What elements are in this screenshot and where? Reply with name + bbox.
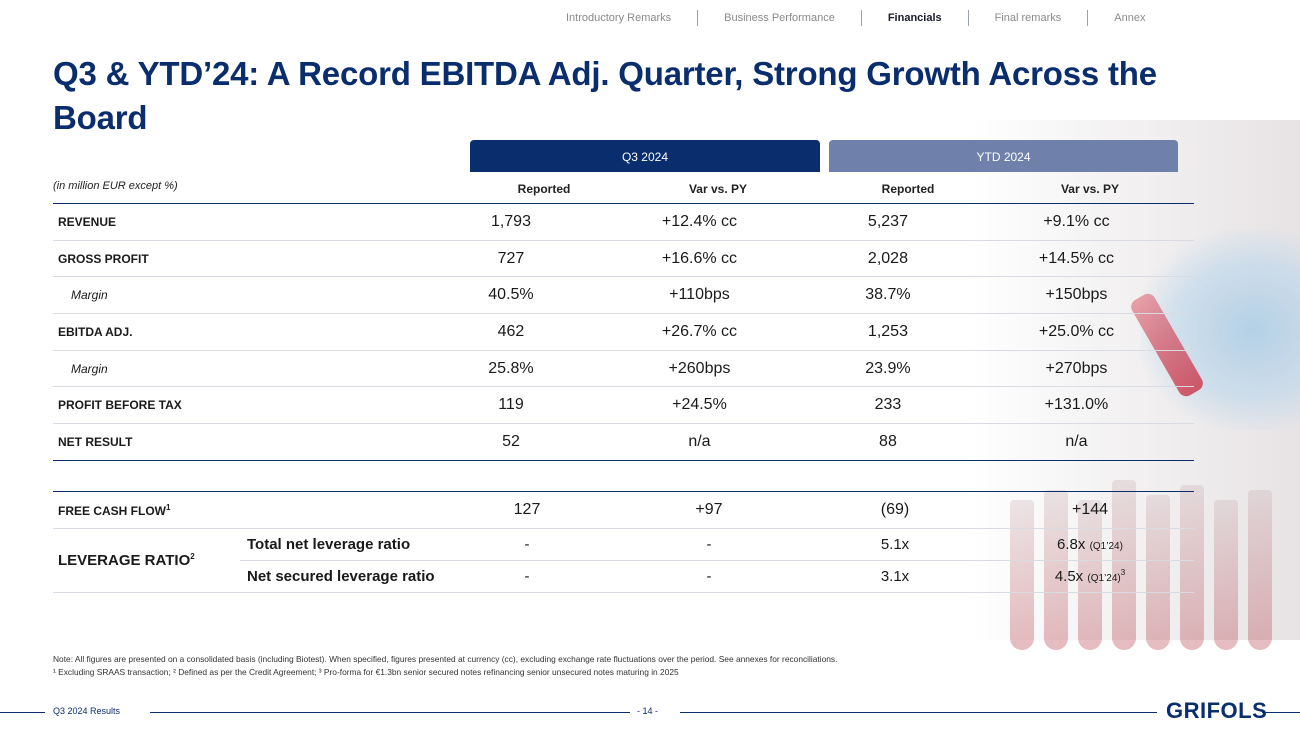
row-label: GROSS PROFIT	[53, 240, 440, 278]
row-label: Margin	[53, 276, 440, 315]
total-ytd-var: 6.8x (Q1’24)	[986, 528, 1194, 561]
row-label: PROFIT BEFORE TAX	[53, 386, 440, 425]
q3-reported-value: 462	[440, 313, 582, 351]
top-navigation: Introductory Remarks Business Performanc…	[548, 10, 1145, 26]
secured-ytd-var: 4.5x (Q1’24)3	[986, 560, 1194, 593]
nav-business-performance[interactable]: Business Performance	[698, 10, 862, 26]
row-label: Margin	[53, 350, 440, 388]
ytd-var-header: Var vs. PY	[1060, 182, 1120, 196]
q3-var-value: +16.6% cc	[581, 240, 817, 278]
ytd-reported-header: Reported	[881, 182, 935, 196]
ytd-var-value: +14.5% cc	[958, 240, 1194, 278]
ytd-var-value: +270bps	[958, 350, 1194, 388]
total-net-leverage-label: Total net leverage ratio	[240, 528, 440, 561]
q3-var-value: +24.5%	[581, 386, 817, 425]
ytd-2024-header: YTD 2024	[829, 140, 1178, 172]
row-label: NET RESULT	[53, 423, 440, 461]
footer-divider	[680, 712, 1157, 713]
secured-q3-var: -	[614, 560, 804, 593]
financials-table: REVENUE 1,793 +12.4% cc 5,237 +9.1% cc G…	[53, 203, 1194, 461]
row-label: REVENUE	[53, 203, 440, 241]
q3-reported-header: Reported	[517, 182, 571, 196]
ytd-reported-value: 88	[816, 423, 959, 461]
total-q3-var: -	[614, 528, 804, 561]
ytd-var-value: +9.1% cc	[958, 203, 1194, 241]
leverage-label: LEVERAGE RATIO2	[53, 528, 240, 593]
secured-q3-reported: -	[440, 560, 614, 593]
net-secured-leverage-label: Net secured leverage ratio	[240, 560, 440, 593]
row-label: EBITDA ADJ.	[53, 313, 440, 351]
q3-var-value: +26.7% cc	[581, 313, 817, 351]
table-row: EBITDA ADJ. 462 +26.7% cc 1,253 +25.0% c…	[53, 313, 1194, 351]
q3-var-value: n/a	[581, 423, 817, 461]
grifols-logo: GRIFOLS	[1166, 698, 1268, 723]
ytd-reported-value: 2,028	[816, 240, 959, 278]
table-row: Margin 40.5% +110bps 38.7% +150bps	[53, 276, 1194, 315]
ytd-reported-value: 1,253	[816, 313, 959, 351]
fcf-q3-var: +97	[614, 491, 804, 529]
table-row: NET RESULT 52 n/a 88 n/a	[53, 423, 1194, 461]
units-label: (in million EUR except %)	[53, 180, 178, 192]
q3-var-value: +12.4% cc	[581, 203, 817, 241]
nav-financials[interactable]: Financials	[862, 10, 969, 26]
nav-annex[interactable]: Annex	[1114, 12, 1146, 24]
q3-reported-value: 40.5%	[440, 276, 582, 315]
nav-final-remarks[interactable]: Final remarks	[969, 10, 1089, 26]
fcf-q3-reported: 127	[440, 491, 614, 529]
q3-var-value: +110bps	[581, 276, 817, 315]
page-number: - 14 -	[637, 706, 659, 716]
table-row: LEVERAGE RATIO2 Total net leverage ratio…	[53, 528, 1194, 593]
cash-leverage-table: FREE CASH FLOW1 127 +97 (69) +144 LEVERA…	[53, 491, 1194, 593]
q3-2024-header: Q3 2024	[470, 140, 820, 172]
table-row: REVENUE 1,793 +12.4% cc 5,237 +9.1% cc	[53, 203, 1194, 241]
table-row: Margin 25.8% +260bps 23.9% +270bps	[53, 350, 1194, 388]
q3-reported-value: 25.8%	[440, 350, 582, 388]
ytd-reported-value: 233	[816, 386, 959, 425]
q3-reported-value: 52	[440, 423, 582, 461]
ytd-reported-value: 38.7%	[816, 276, 959, 315]
table-row: GROSS PROFIT 727 +16.6% cc 2,028 +14.5% …	[53, 240, 1194, 278]
fcf-label: FREE CASH FLOW1	[53, 491, 440, 529]
q3-reported-value: 119	[440, 386, 582, 425]
page-title: Q3 & YTD’24: A Record EBITDA Adj. Quarte…	[53, 55, 1157, 136]
q3-reported-value: 727	[440, 240, 582, 278]
footer-divider	[1262, 712, 1300, 713]
q3-reported-value: 1,793	[440, 203, 582, 241]
ytd-var-value: +150bps	[958, 276, 1194, 315]
total-ytd-reported: 5.1x	[804, 528, 986, 561]
ytd-reported-value: 23.9%	[816, 350, 959, 388]
footer-deck-name: Q3 2024 Results	[53, 706, 121, 716]
table-row: FREE CASH FLOW1 127 +97 (69) +144	[53, 491, 1194, 529]
footer-divider	[150, 712, 630, 713]
ytd-var-value: +131.0%	[958, 386, 1194, 425]
nav-introductory-remarks[interactable]: Introductory Remarks	[548, 10, 699, 26]
total-q3-reported: -	[440, 528, 614, 561]
note-line: Note: All figures are presented on a con…	[53, 654, 838, 664]
q3-var-value: +260bps	[581, 350, 817, 388]
ytd-var-value: +25.0% cc	[958, 313, 1194, 351]
footnotes: Note: All figures are presented on a con…	[53, 653, 1103, 679]
table-row: Net secured leverage ratio - - 3.1x 4.5x…	[53, 560, 1194, 593]
secured-ytd-reported: 3.1x	[804, 560, 986, 593]
fcf-ytd-reported: (69)	[804, 491, 986, 529]
footer-divider	[0, 712, 45, 713]
ytd-var-value: n/a	[958, 423, 1194, 461]
ytd-reported-value: 5,237	[816, 203, 959, 241]
q3-var-header: Var vs. PY	[688, 182, 748, 196]
table-row: PROFIT BEFORE TAX 119 +24.5% 233 +131.0%	[53, 386, 1194, 425]
note-line: ¹ Excluding SRAAS transaction; ² Defined…	[53, 667, 679, 677]
fcf-ytd-var: +144	[986, 491, 1194, 529]
